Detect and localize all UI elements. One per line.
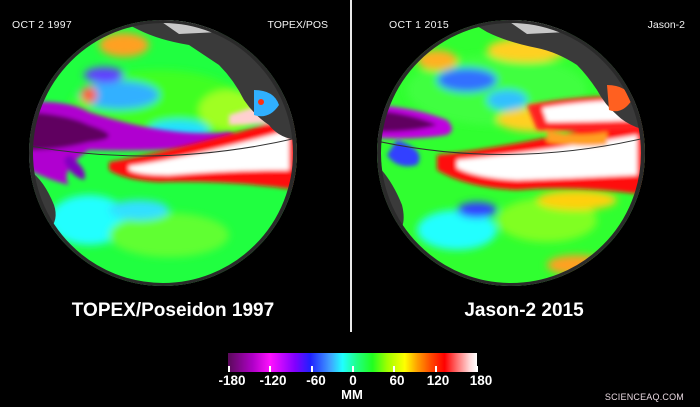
colorbar-tick	[352, 366, 354, 372]
panel-divider	[350, 0, 352, 332]
sea-level-anomaly-map	[377, 20, 645, 286]
colorbar-tick	[269, 366, 271, 372]
color-scale-bar	[228, 353, 477, 372]
colorbar-tick	[393, 366, 395, 372]
panel-jason2-2015: OCT 1 2015 Jason-2	[351, 0, 700, 340]
colorbar-tick	[435, 366, 437, 372]
panel-topex-1997: OCT 2 1997 TOPEX/POS	[0, 0, 350, 340]
colorbar-tick	[311, 366, 313, 372]
colorbar-tick-label: -180	[218, 373, 246, 388]
colorbar-tick	[476, 366, 478, 372]
panel-caption: Jason-2 2015	[464, 300, 584, 321]
colorbar-tick-label: 60	[389, 373, 405, 388]
panel-caption: TOPEX/Poseidon 1997	[71, 300, 275, 321]
globe-sea-level-map-1997	[29, 20, 297, 286]
colorbar-tick-label: 0	[349, 373, 357, 388]
watermark: SCIENCEAQ.COM	[604, 392, 684, 402]
globe-sea-level-map-2015	[377, 20, 645, 286]
date-label: OCT 1 2015	[389, 19, 450, 31]
satellite-label: TOPEX/POS	[267, 19, 329, 31]
sea-level-anomaly-map	[29, 20, 297, 286]
satellite-label: Jason-2	[647, 19, 685, 31]
date-label: OCT 2 1997	[12, 19, 73, 31]
colorbar-tick-label: -120	[259, 373, 287, 388]
colorbar-tick-label: 120	[426, 373, 450, 388]
colorbar-tick	[228, 366, 230, 372]
colorbar-unit-label: MM	[341, 387, 363, 402]
colorbar-tick-label: -60	[306, 373, 326, 388]
colorbar-tick-label: 180	[469, 373, 493, 388]
